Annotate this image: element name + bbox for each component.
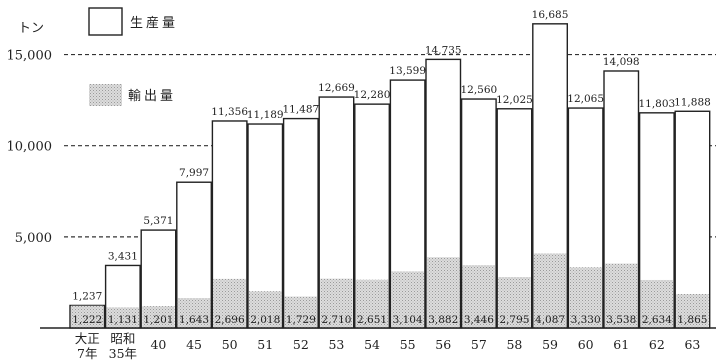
legend-export-swatch [89,84,122,106]
export-value-label: 3,882 [428,314,458,326]
export-bar [498,277,531,328]
y-tick-label: 10,000 [7,140,53,155]
x-tick-label: 60 [578,337,594,352]
x-tick-label: 54 [364,337,380,352]
export-bar [391,271,424,328]
export-bar [320,278,353,328]
export-value-label: 1,201 [143,314,173,326]
export-value-label: 2,634 [642,314,672,326]
legend-export-label: 輸出量 [128,89,176,104]
export-value-label: 3,330 [571,314,601,326]
production-value-label: 14,735 [425,44,462,56]
export-value-label: 3,538 [606,314,636,326]
production-value-label: 5,371 [143,215,173,227]
x-tick-label: 40 [150,337,166,352]
export-value-label: 1,865 [677,314,707,326]
x-tick-label: 61 [613,337,629,352]
production-value-label: 13,599 [389,65,426,77]
production-value-label: 11,888 [674,96,711,108]
y-unit-label: トン [18,21,44,36]
production-value-label: 3,431 [108,250,138,262]
export-value-label: 2,795 [499,314,529,326]
production-value-label: 11,356 [211,106,248,118]
export-bar [71,305,104,328]
export-bar [640,279,674,328]
x-tick-label: 45 [186,337,202,352]
production-value-label: 16,685 [532,9,569,21]
production-value-label: 12,025 [496,94,533,106]
x-tick-label: 62 [649,337,665,352]
export-bar [213,278,246,328]
x-tick-label: 53 [328,337,344,352]
production-value-label: 11,803 [638,98,675,110]
x-tick-label: 59 [542,337,558,352]
production-value-label: 11,487 [282,104,319,116]
export-bar [605,263,638,328]
data-labels: 1,237 1,222 3,431 1,131 5,371 1,201 7,997 1,643… [72,9,711,326]
production-value-label: 14,098 [603,56,640,68]
export-value-label: 1,729 [286,314,316,326]
export-bar [249,291,282,328]
x-tick-label: 昭和 [110,331,135,346]
x-tick-label: 52 [293,337,309,352]
export-bar [462,265,496,328]
production-value-label: 11,189 [247,109,284,121]
export-value-label: 2,696 [215,314,245,326]
x-tick-label: 55 [400,337,416,352]
x-tick-label: 50 [222,337,238,352]
export-bar [177,298,211,328]
export-value-label: 2,018 [250,314,280,326]
export-bar [676,294,709,328]
production-value-label: 12,669 [318,82,355,94]
x-tick-label: 57 [471,337,487,352]
x-tick-label: 大正 [75,331,100,346]
export-value-label: 2,651 [357,314,387,326]
export-value-label: 3,104 [393,314,423,326]
export-value-label: 1,131 [108,314,138,326]
export-bar [106,307,140,328]
production-value-label: 12,560 [460,84,497,96]
legend-production-label: 生産量 [130,15,178,31]
production-value-label: 12,280 [354,89,391,101]
x-tick-label: 63 [684,337,700,352]
y-tick-label: 5,000 [15,231,52,246]
x-tick-label: 51 [257,337,273,352]
production-value-label: 7,997 [179,167,209,179]
export-bar [427,257,460,328]
export-value-label: 1,643 [179,314,209,326]
export-bar [284,296,318,328]
export-bar [142,306,175,328]
export-value-label: 1,222 [72,314,102,326]
export-value-label: 3,446 [464,314,494,326]
x-tick-label-sub: 7年 [77,346,97,361]
x-tick-label-sub: 35年 [109,346,137,361]
production-bar [674,110,711,329]
production-value-label: 12,065 [567,93,604,105]
export-value-label: 2,710 [321,314,351,326]
export-bar [569,267,602,328]
legend-production-swatch [88,7,123,36]
y-tick-label: 15,000 [7,49,53,64]
export-bar [533,253,567,328]
x-tick-label: 56 [435,337,451,352]
export-value-label: 4,087 [535,314,565,326]
x-tick-label: 58 [506,337,522,352]
export-bar [355,279,389,328]
production-value-label: 1,237 [72,290,102,302]
